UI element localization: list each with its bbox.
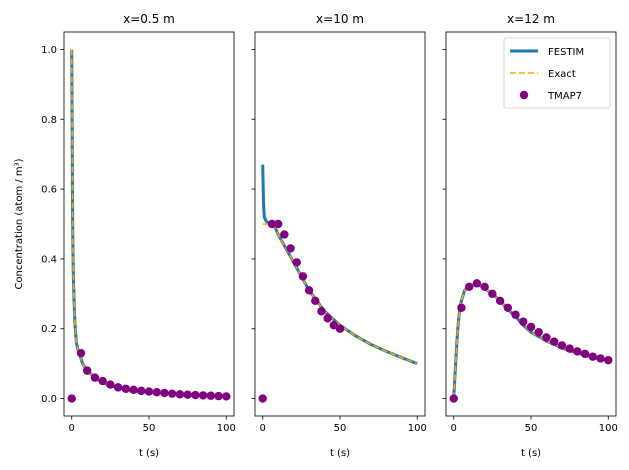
tmap7-point — [183, 390, 192, 399]
tmap7-point — [144, 387, 154, 396]
festim-line — [261, 164, 418, 366]
tmap7-point — [137, 386, 146, 396]
x-tick-label: 100 — [217, 423, 236, 434]
axes-frame — [63, 31, 235, 417]
tmap7-point — [106, 380, 115, 389]
tmap7-point — [542, 333, 551, 342]
x-tick-label: 0 — [69, 423, 75, 434]
x-tick-label: 100 — [408, 423, 427, 434]
tmap7-point — [503, 303, 513, 312]
legend-box — [503, 37, 611, 109]
tmap7-point — [317, 307, 326, 316]
tmap7-point — [191, 390, 200, 400]
tmap7-point — [557, 341, 567, 350]
tmap7-point — [580, 349, 590, 359]
y-tick-label: 0.8 — [41, 115, 57, 126]
tmap7-point — [160, 388, 169, 398]
festim-line — [452, 281, 609, 399]
tmap7-point — [98, 376, 107, 386]
y-tick-label: 0.0 — [41, 394, 57, 405]
tmap7-point — [304, 286, 314, 295]
x-tick-label: 50 — [525, 423, 538, 434]
y-axis-label: Concentration (atom / m³) — [14, 158, 25, 289]
tmap7-point — [76, 348, 86, 358]
x-tick-label: 0 — [260, 423, 266, 434]
y-tick-label: 0.6 — [41, 185, 57, 196]
tmap7-point — [329, 321, 339, 330]
tmap7-point — [511, 310, 520, 319]
legend-swatch-tmap7 — [519, 90, 529, 100]
tmap7-point — [449, 394, 458, 403]
plot-area — [258, 164, 418, 403]
tmap7-point — [206, 391, 216, 400]
panel-2: 0 50 100 t (s) x=10 m — [251, 12, 427, 459]
tmap7-point — [480, 282, 489, 292]
tmap7-point — [280, 230, 289, 239]
tmap7-point — [121, 384, 131, 393]
tmap7-point — [258, 394, 267, 403]
tmap7-point — [472, 279, 482, 288]
tmap7-point — [464, 282, 474, 292]
tmap7-point — [286, 244, 295, 253]
tmap7-point — [273, 219, 283, 229]
tmap7-point — [292, 258, 301, 267]
y-tick-label: 0.2 — [41, 324, 57, 335]
panel-1: 0.0 0.2 0.4 0.6 0.8 1.0 0 50 100 t (s) x=0.5 m — [41, 12, 236, 459]
panel-title: x=10 m — [316, 12, 364, 26]
tmap7-point — [152, 388, 161, 397]
legend-label: TMAP7 — [547, 91, 582, 102]
y-tick-label: 0.4 — [41, 254, 57, 265]
tmap7-point — [82, 366, 92, 375]
tmap7-point — [573, 347, 582, 356]
tmap7-point — [267, 219, 277, 229]
tmap7-point — [129, 385, 138, 395]
tmap7-point — [457, 303, 466, 312]
x-axis-label: t (s) — [139, 448, 159, 459]
tmap7-point — [298, 272, 308, 281]
panel-title: x=12 m — [507, 12, 555, 26]
tmap7-point — [604, 355, 613, 365]
x-axis-label: t (s) — [330, 448, 350, 459]
x-tick-label: 0 — [451, 423, 457, 434]
panel-3: 0 50 100 t (s) x=12 m FESTIM Exact TMAP7 — [442, 12, 618, 459]
x-tick-label: 50 — [143, 423, 156, 434]
x-tick-label: 100 — [599, 423, 618, 434]
y-tick-label: 1.0 — [41, 45, 57, 56]
tmap7-point — [198, 391, 208, 400]
plot-area — [67, 49, 231, 403]
tmap7-point — [488, 289, 497, 299]
tmap7-point — [526, 322, 536, 332]
tmap7-point — [323, 314, 332, 323]
panel-title: x=0.5 m — [123, 12, 175, 26]
legend-label: Exact — [548, 69, 576, 80]
x-axis-label: t (s) — [521, 448, 541, 459]
tmap7-point — [222, 392, 231, 401]
exact-line — [262, 223, 418, 365]
tmap7-point — [596, 354, 605, 363]
tmap7-point — [549, 337, 559, 346]
festim-line — [70, 49, 227, 398]
tmap7-point — [67, 394, 76, 403]
tmap7-point — [113, 383, 123, 392]
tmap7-point — [565, 344, 574, 353]
tmap7-point — [167, 389, 177, 398]
exact-line — [452, 282, 609, 399]
tmap7-point — [175, 390, 185, 399]
tmap7-point — [335, 324, 345, 333]
tmap7-point — [588, 352, 598, 361]
tmap7-point — [90, 373, 100, 382]
tmap7-point — [495, 296, 505, 305]
tmap7-point — [311, 296, 320, 305]
tmap7-point — [534, 328, 543, 337]
legend: FESTIM Exact TMAP7 — [503, 37, 611, 109]
exact-line — [70, 49, 227, 397]
tmap7-point — [519, 317, 528, 326]
plot-area — [449, 279, 613, 403]
legend-label: FESTIM — [548, 47, 584, 58]
x-tick-label: 50 — [334, 423, 347, 434]
tmap7-point — [214, 391, 223, 401]
